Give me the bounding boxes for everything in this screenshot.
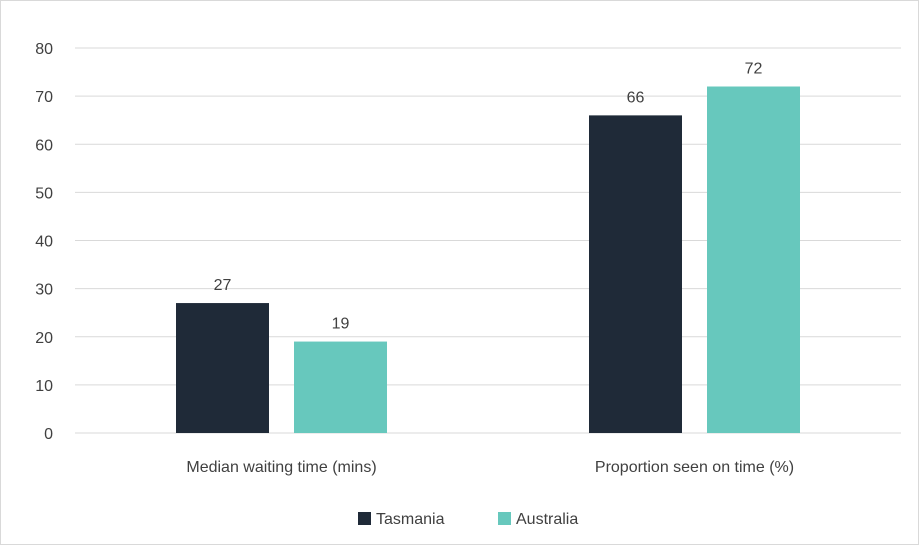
legend-swatch-australia xyxy=(498,512,511,525)
bar-tasmania-1 xyxy=(176,303,269,433)
data-label: 19 xyxy=(332,316,350,333)
x-category-label: Proportion seen on time (%) xyxy=(595,459,794,476)
y-tick-label: 30 xyxy=(35,282,53,299)
legend-label-tasmania: Tasmania xyxy=(376,511,445,528)
category-labels: Median waiting time (mins) Proportion see… xyxy=(186,459,794,476)
y-tick-label: 10 xyxy=(35,378,53,395)
y-tick-label: 60 xyxy=(35,137,53,154)
bars xyxy=(176,86,800,433)
bar-australia-2 xyxy=(707,86,800,433)
y-tick-label: 50 xyxy=(35,185,53,202)
data-labels: 27 19 66 72 xyxy=(214,61,763,333)
legend-label-australia: Australia xyxy=(516,511,578,528)
data-label: 66 xyxy=(627,89,645,106)
y-tick-label: 40 xyxy=(35,234,53,251)
legend-swatch-tasmania xyxy=(358,512,371,525)
y-tick-label: 70 xyxy=(35,89,53,106)
y-tick-label: 80 xyxy=(35,41,53,58)
y-tick-label: 20 xyxy=(35,330,53,347)
data-label: 72 xyxy=(745,61,763,78)
data-label: 27 xyxy=(214,277,232,294)
bar-tasmania-2 xyxy=(589,115,682,433)
x-category-label: Median waiting time (mins) xyxy=(186,459,376,476)
bar-australia-1 xyxy=(294,341,387,433)
legend: Tasmania Australia xyxy=(358,511,578,528)
y-tick-label: 0 xyxy=(44,426,53,443)
y-axis-tick-labels: 0 10 20 30 40 50 60 70 80 xyxy=(35,41,53,443)
